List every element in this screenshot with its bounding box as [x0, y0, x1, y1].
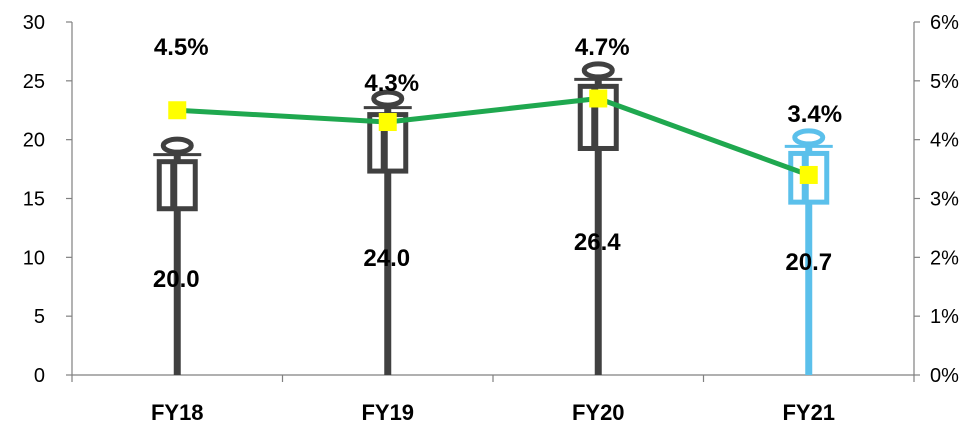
percent-marker-FY18 [168, 101, 187, 120]
data-labels: 20.0 24.0 26.4 20.7 4.5% 4.3% 4.7% 3.4% [153, 34, 842, 293]
percent-marker-FY21 [799, 165, 818, 184]
x-category-label: FY20 [572, 400, 625, 425]
bar-value-label: 20.7 [785, 249, 832, 276]
right-y-tick-label: 1% [930, 306, 959, 328]
right-y-tick-label: 2% [930, 247, 959, 269]
percent-value-label: 4.7% [575, 34, 630, 61]
bar-bottle-stem [173, 149, 181, 375]
right-y-tick-label: 3% [930, 189, 959, 211]
bar-bottle-cap [792, 128, 826, 147]
axes: 0 5 10 15 20 25 30 0% 1% 2% 3% 4% 5% 6% FY18 FY19 FY20 FY… [23, 12, 959, 425]
right-y-tick-label: 0% [930, 365, 959, 387]
bar-bottle-stem [594, 74, 602, 376]
bar-value-label: 26.4 [574, 229, 621, 256]
left-y-tick-label: 30 [23, 12, 45, 34]
x-category-label: FY19 [361, 400, 414, 425]
percent-value-label: 4.3% [364, 70, 419, 97]
percent-marker-FY20 [589, 89, 608, 108]
bar-bottle-FY19 [363, 89, 412, 375]
bar-value-label: 20.0 [153, 266, 200, 293]
right-y-tick-label: 5% [930, 71, 959, 93]
bar-bottle-stem [805, 141, 813, 375]
left-y-tick-label: 20 [23, 130, 45, 152]
x-category-label: FY21 [782, 400, 835, 425]
bar-bottle-cap [160, 136, 194, 155]
left-y-tick-label: 25 [23, 71, 45, 93]
bar-bottle-cap [371, 89, 405, 108]
left-y-tick-label: 15 [23, 189, 45, 211]
x-category-label: FY18 [151, 400, 204, 425]
left-y-tick-label: 5 [34, 306, 45, 328]
percent-line-series [168, 89, 818, 184]
bar-bottle-cap [581, 61, 615, 80]
percent-value-label: 3.4% [787, 101, 842, 128]
bar-bottle-FY20 [574, 61, 623, 376]
right-y-tick-label: 4% [930, 130, 959, 152]
percent-marker-FY19 [378, 113, 397, 132]
left-y-tick-label: 0 [34, 365, 45, 387]
bars [153, 61, 833, 376]
bar-bottle-stem [384, 102, 392, 375]
right-y-tick-label: 6% [930, 12, 959, 34]
percent-line [177, 95, 810, 178]
percent-value-label: 4.5% [154, 34, 209, 61]
bar-value-label: 24.0 [363, 245, 410, 272]
bar-bottle-FY18 [153, 136, 202, 375]
left-y-tick-label: 10 [23, 247, 45, 269]
